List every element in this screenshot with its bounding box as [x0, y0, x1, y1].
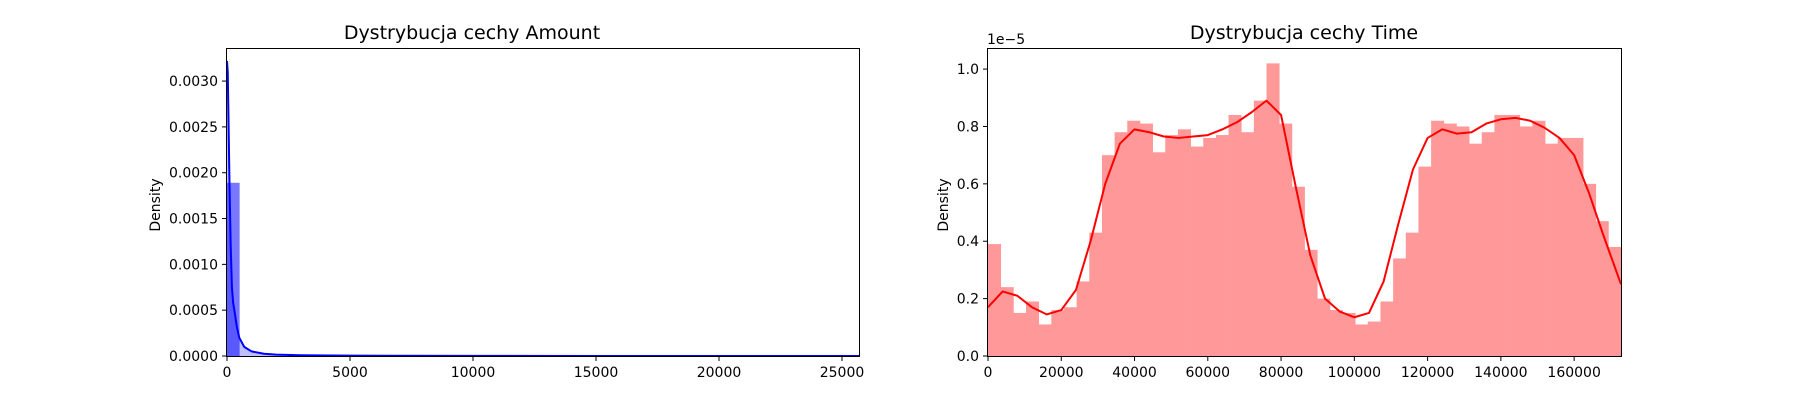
amount-y-axis-label: Density [148, 178, 164, 231]
histogram-bar [1051, 310, 1065, 356]
histogram-bar [1393, 258, 1407, 356]
histogram-bar [1038, 324, 1052, 356]
x-tick-label: 25000 [820, 365, 865, 381]
kde-line [226, 60, 860, 357]
x-tick-label: 5000 [332, 365, 368, 381]
y-tick-label: 0.0020 [169, 166, 218, 182]
y-tick-label: 0.0 [957, 349, 979, 365]
histogram-bar [1279, 123, 1293, 356]
histogram-bar [1114, 132, 1128, 356]
histogram-bar [1241, 132, 1255, 356]
time-y-axis-label: Density [936, 178, 952, 231]
kde-line [987, 99, 1622, 319]
time-ticks: 0 20000 40000 60000 80000 100000 120000 140000 1… [957, 62, 1601, 381]
histogram-bar [1266, 63, 1280, 356]
histogram-bar [1304, 249, 1318, 356]
histogram-bar [1355, 324, 1369, 356]
histogram-bar [1063, 307, 1078, 356]
histogram-bar [1089, 232, 1103, 356]
histogram-bar [1481, 132, 1495, 356]
time-chart: Dystrybucja cechy Time Density 1e−5 0 200… [936, 22, 1622, 381]
amount-chart: Dystrybucja cechy Amount Density 0 5000 10… [148, 22, 864, 381]
x-tick-label: 40000 [1112, 365, 1157, 381]
x-tick-label: 20000 [1039, 365, 1084, 381]
time-chart-title: Dystrybucja cechy Time [1190, 22, 1418, 44]
x-tick-label: 10000 [451, 365, 496, 381]
y-tick-label: 1.0 [957, 62, 979, 78]
y-tick-label: 0.6 [957, 177, 979, 193]
histogram-bar [1291, 186, 1305, 356]
x-tick-label: 120000 [1401, 365, 1454, 381]
y-tick-label: 0.2 [957, 292, 979, 308]
histogram-bar [1253, 100, 1267, 356]
histogram-bar [1405, 232, 1419, 356]
time-offset-text: 1e−5 [987, 32, 1025, 48]
x-tick-label: 15000 [574, 365, 619, 381]
y-tick-label: 0.0025 [169, 120, 218, 136]
time-bars [988, 63, 1622, 357]
histogram-bar [1152, 152, 1166, 356]
histogram-bar [1545, 143, 1559, 356]
histogram-bar [1177, 129, 1191, 356]
histogram-bar [1380, 301, 1394, 356]
histogram-bar [1608, 246, 1622, 356]
y-tick-label: 0.8 [957, 119, 979, 135]
kde-area [227, 60, 859, 356]
amount-ticks: 0 5000 10000 15000 20000 25000 0.0000 0.0005 0.0… [169, 74, 864, 381]
histogram-bar [1000, 287, 1014, 356]
x-tick-label: 0 [223, 365, 232, 381]
y-tick-label: 0.0000 [169, 349, 218, 365]
histogram-bar [1443, 123, 1457, 356]
histogram-bar [1456, 126, 1470, 357]
histogram-bar [1583, 183, 1597, 356]
x-tick-label: 140000 [1474, 365, 1527, 381]
histogram-bar [1329, 310, 1343, 356]
histogram-bar [1494, 114, 1508, 356]
histogram-bar [1342, 312, 1356, 356]
histogram-bar [1570, 137, 1584, 356]
histogram-bar [1013, 312, 1027, 356]
histogram-bar [1557, 137, 1571, 356]
histogram-bar [1469, 143, 1483, 356]
histogram-bar [1165, 135, 1179, 356]
x-tick-label: 80000 [1259, 365, 1304, 381]
time-plot-frame [987, 48, 1622, 357]
y-tick-label: 0.0010 [169, 257, 218, 273]
y-tick-label: 0.0015 [169, 212, 218, 228]
histogram-bar [1228, 114, 1242, 356]
histogram-bar [1431, 120, 1445, 356]
histogram-bar [1367, 321, 1381, 356]
y-tick-label: 0.0030 [169, 74, 218, 90]
histogram-bar [1203, 137, 1217, 356]
histogram-bar [1507, 114, 1521, 356]
histogram-bar [1025, 301, 1040, 356]
histogram-bar [1139, 123, 1153, 356]
histogram-bar [1532, 120, 1546, 356]
histogram-bar [1101, 155, 1115, 356]
x-tick-label: 60000 [1186, 365, 1231, 381]
histogram-bar [1127, 120, 1141, 356]
histogram-bar [1519, 126, 1533, 357]
x-tick-label: 100000 [1328, 365, 1381, 381]
amount-plot-frame [226, 48, 860, 357]
histogram-bar [1215, 135, 1229, 356]
histogram-bar [1076, 281, 1090, 356]
histogram-bar [1418, 166, 1432, 356]
histogram-bar [1595, 221, 1609, 356]
histogram-bar [1317, 298, 1331, 356]
y-tick-label: 0.4 [957, 234, 979, 250]
x-tick-label: 0 [984, 365, 993, 381]
histogram-bar [1190, 146, 1204, 356]
x-tick-label: 160000 [1547, 365, 1600, 381]
y-tick-label: 0.0005 [169, 303, 218, 319]
time-kde [987, 99, 1622, 319]
amount-kde [226, 60, 860, 357]
amount-chart-title: Dystrybucja cechy Amount [344, 22, 600, 44]
x-tick-label: 20000 [697, 365, 742, 381]
